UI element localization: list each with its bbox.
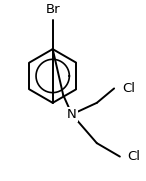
- Text: Cl: Cl: [122, 82, 135, 95]
- Text: Cl: Cl: [128, 150, 141, 163]
- Text: N: N: [67, 108, 77, 121]
- Text: Br: Br: [45, 3, 60, 16]
